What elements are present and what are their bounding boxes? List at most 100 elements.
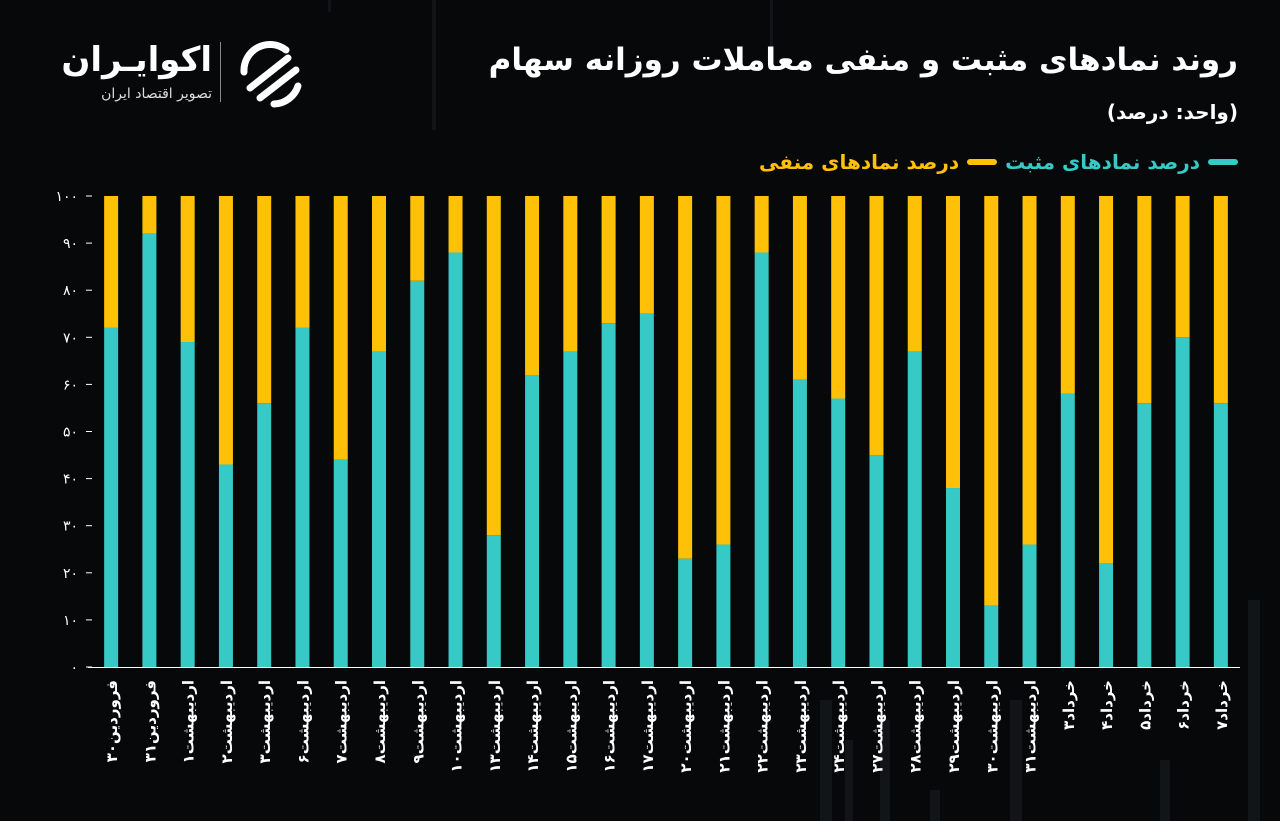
x-tick-label: اردیبهشت۲ [218, 680, 236, 763]
x-tick-label: اردیبهشت۸ [371, 680, 389, 763]
bar-negative [907, 196, 922, 352]
y-tick-label: ۶۰ [63, 377, 78, 393]
bar-positive [1022, 544, 1037, 667]
y-tick-label: ۱۰ [63, 613, 78, 629]
bar-positive [678, 558, 693, 667]
bar-negative [1060, 196, 1075, 394]
bar-positive [792, 379, 807, 667]
x-tick-label: اردیبهشت۱ [180, 680, 198, 763]
bar-positive [104, 327, 119, 667]
bar-negative [1175, 196, 1190, 338]
x-tick-label: خرداد۵ [1136, 680, 1154, 730]
x-tick-label: اردیبهشت۲۰ [677, 680, 695, 773]
legend-label-negative: درصد نمادهای منفی [758, 150, 960, 174]
bar-positive [1060, 393, 1075, 667]
y-tick-label: ۲۰ [63, 566, 78, 582]
bar-positive [180, 342, 195, 667]
y-tick-label: ۷۰ [63, 330, 78, 346]
x-tick-label: اردیبهشت۱۵ [562, 680, 580, 773]
bar-negative [869, 196, 884, 456]
bar-negative [333, 196, 348, 460]
bar-positive [984, 605, 999, 667]
bar-negative [754, 196, 769, 253]
x-tick-label: اردیبهشت۶ [294, 680, 312, 763]
x-tick-label: خرداد۳ [1060, 680, 1078, 730]
legend-swatch-positive [1208, 159, 1238, 165]
x-tick-label: اردیبهشت۳ [256, 680, 274, 763]
bar-positive [946, 488, 960, 667]
bar-positive [907, 351, 922, 667]
bar-negative [142, 196, 157, 234]
bar-positive [1213, 403, 1228, 667]
legend: درصد نمادهای مثبت درصد نمادهای منفی [759, 150, 1238, 174]
brand-separator [220, 42, 221, 102]
bar-negative [180, 196, 195, 343]
brand-name: اکوایـران [61, 40, 212, 80]
x-tick-label: اردیبهشت۲۴ [830, 680, 848, 773]
y-tick-label: ۴۰ [63, 472, 78, 488]
x-tick-label: اردیبهشت۱۳ [486, 680, 504, 773]
x-tick-label: اردیبهشت۳۱ [1022, 680, 1040, 773]
bar-negative [639, 196, 654, 314]
bar-negative [257, 196, 272, 404]
bar-negative [946, 196, 960, 489]
bar-negative [525, 196, 540, 375]
x-tick-label: اردیبهشت۲۸ [907, 680, 925, 773]
bar-positive [716, 544, 731, 667]
x-tick-label: اردیبهشت۱۰ [448, 680, 466, 773]
bar-negative [792, 196, 807, 380]
y-tick-label: ۸۰ [63, 283, 78, 299]
bar-positive [218, 464, 233, 667]
x-tick-label: اردیبهشت۲۱ [715, 680, 733, 773]
x-tick-label: فروردین۳۱ [141, 680, 159, 762]
bar-negative [716, 196, 731, 545]
bar-negative [410, 196, 425, 281]
x-tick-label: اردیبهشت۳۰ [983, 680, 1001, 773]
bar-negative [1137, 196, 1152, 404]
legend-item-positive: درصد نمادهای مثبت [1005, 150, 1238, 174]
brand-tagline: تصویر اقتصاد ایران [101, 86, 212, 102]
legend-label-positive: درصد نمادهای مثبت [1005, 150, 1200, 174]
x-tick-label: اردیبهشت۱۶ [601, 680, 619, 773]
legend-item-negative: درصد نمادهای منفی [758, 150, 998, 174]
x-axis-labels: فروردین۳۰ فروردین۳۱ اردیبهشت۱ اردیبهشت۲ اردی… [103, 680, 1231, 773]
bar-positive [869, 455, 884, 667]
x-tick-label: اردیبهشت۲۳ [792, 680, 810, 773]
legend-swatch-negative [967, 159, 998, 165]
bar-negative [104, 196, 119, 328]
bar-positive [372, 351, 386, 667]
y-tick-label: ۱۰۰ [55, 189, 78, 205]
bar-positive [754, 252, 769, 667]
bar-positive [448, 252, 463, 667]
bar-positive [410, 280, 425, 667]
unit-label: (واحد: درصد) [1106, 100, 1238, 124]
y-tick-label: ۹۰ [63, 236, 78, 252]
bar-negative [1022, 196, 1037, 545]
bar-negative [601, 196, 616, 324]
y-tick-label: ۵۰ [63, 425, 78, 441]
bar-positive [333, 459, 348, 667]
bar-positive [257, 403, 272, 667]
y-tick-label: ۳۰ [63, 519, 78, 535]
bar-negative [486, 196, 501, 536]
bar-positive [295, 327, 310, 667]
x-tick-label: اردیبهشت۲۷ [868, 680, 886, 773]
y-tick-label: ۰ [70, 660, 78, 676]
x-tick-label: اردیبهشت۹ [409, 680, 427, 763]
brand-block: اکوایـران تصویر اقتصاد ایران [52, 34, 312, 114]
bar-positive [1137, 403, 1152, 667]
x-tick-label: اردیبهشت۲۹ [945, 680, 963, 773]
x-tick-label: اردیبهشت۱۷ [639, 680, 657, 773]
bar-positive [525, 374, 540, 667]
x-tick-label: خرداد۶ [1175, 680, 1193, 730]
bar-negative [448, 196, 463, 253]
x-tick-label: خرداد۴ [1098, 680, 1116, 730]
bar-positive [639, 313, 654, 667]
bar-positive [486, 535, 501, 667]
bar-negative [372, 196, 386, 352]
bar-positive [142, 233, 157, 667]
chart-title: روند نمادهای مثبت و منفی معاملات روزانه … [488, 42, 1238, 78]
bar-positive [1175, 337, 1190, 667]
